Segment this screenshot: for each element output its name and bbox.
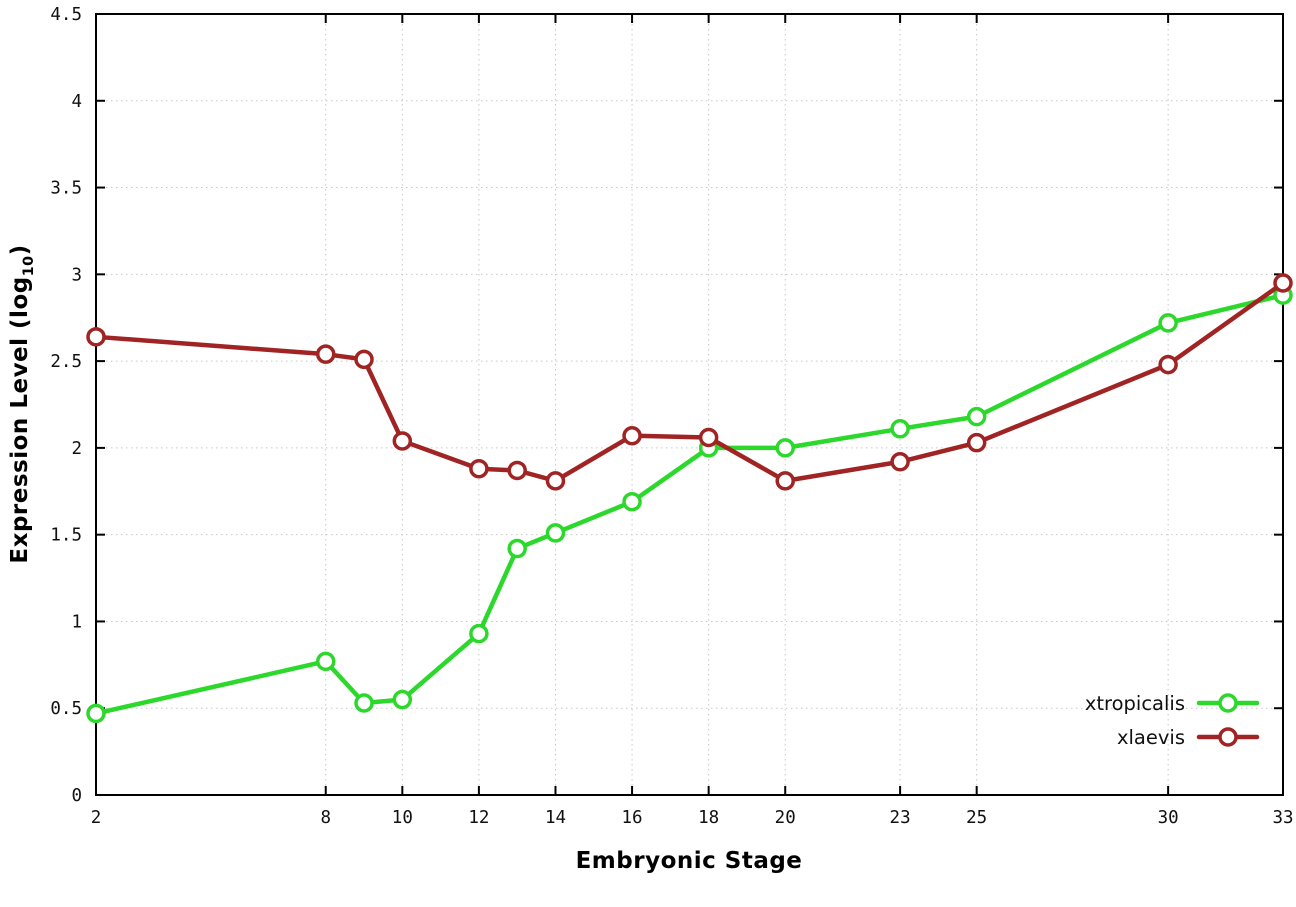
- series-marker-xtropicalis: [545, 523, 566, 543]
- y-axis-title-close: ): [7, 244, 34, 256]
- x-tick-label: 18: [698, 808, 719, 828]
- x-tick-label: 25: [966, 808, 987, 828]
- legend-sample-marker-xlaevis: [1218, 727, 1238, 747]
- series-marker-xlaevis: [1273, 273, 1293, 293]
- series-marker-xlaevis: [392, 431, 413, 451]
- series-marker-xtropicalis: [775, 438, 795, 458]
- series-marker-xlaevis: [315, 344, 336, 364]
- y-axis-title: Expression Level (log10): [7, 244, 37, 563]
- series-marker-xlaevis: [698, 427, 719, 448]
- series-marker-xlaevis: [469, 458, 489, 479]
- series-marker-xtropicalis: [890, 419, 910, 439]
- series-marker-xtropicalis: [354, 693, 374, 713]
- x-tick-label: 16: [622, 808, 643, 828]
- x-tick-label: 33: [1272, 808, 1293, 828]
- series-marker-xlaevis: [890, 452, 910, 472]
- legend-sample-marker-xtropicalis: [1218, 693, 1238, 713]
- series-marker-xlaevis: [966, 432, 987, 453]
- y-axis-title-text: Expression Level (log: [7, 276, 34, 564]
- series-marker-xlaevis: [545, 471, 566, 491]
- y-tick-label: 3: [71, 265, 82, 285]
- series-marker-xtropicalis: [1158, 313, 1178, 333]
- y-tick-label: 1: [71, 612, 82, 632]
- x-tick-label: 20: [775, 808, 796, 828]
- y-tick-label: 3.5: [50, 179, 82, 199]
- y-tick-label: 4: [71, 92, 82, 112]
- series-marker-xlaevis: [775, 471, 795, 491]
- y-tick-label: 0.5: [50, 699, 82, 719]
- x-tick-label: 14: [545, 808, 566, 828]
- y-tick-label: 2: [71, 439, 82, 459]
- series-marker-xtropicalis: [392, 689, 413, 710]
- y-axis-title-subscript: 10: [20, 255, 37, 277]
- series-line-xlaevis: [93, 280, 1286, 484]
- x-tick-label: 30: [1158, 808, 1179, 828]
- y-tick-label: 1.5: [50, 526, 82, 546]
- x-tick-label: 8: [320, 808, 331, 828]
- series-marker-xtropicalis: [507, 538, 527, 559]
- legend-label-xtropicalis: xtropicalis: [1085, 692, 1185, 715]
- series-marker-xlaevis: [1158, 354, 1178, 375]
- x-axis-title: Embryonic Stage: [575, 848, 803, 874]
- series-line-xtropicalis: [93, 292, 1286, 716]
- series-marker-xlaevis: [622, 425, 642, 446]
- series-marker-xlaevis: [507, 460, 527, 481]
- series-marker-xtropicalis: [315, 651, 336, 672]
- series-marker-xlaevis: [86, 327, 106, 347]
- x-tick-label: 23: [890, 808, 911, 828]
- x-tick-label: 10: [392, 808, 413, 828]
- y-tick-label: 0: [71, 786, 82, 806]
- legend-label-xlaevis: xlaevis: [1117, 726, 1185, 749]
- series-marker-xlaevis: [354, 349, 374, 370]
- y-tick-label: 4.5: [50, 5, 82, 25]
- series-marker-xtropicalis: [86, 703, 106, 724]
- y-tick-label: 2.5: [50, 352, 82, 372]
- plot-border: [95, 13, 1284, 796]
- series-marker-xtropicalis: [622, 491, 642, 512]
- x-tick-label: 12: [468, 808, 489, 828]
- x-tick-label: 2: [91, 808, 102, 828]
- series-marker-xtropicalis: [966, 406, 987, 427]
- series-marker-xtropicalis: [469, 623, 489, 644]
